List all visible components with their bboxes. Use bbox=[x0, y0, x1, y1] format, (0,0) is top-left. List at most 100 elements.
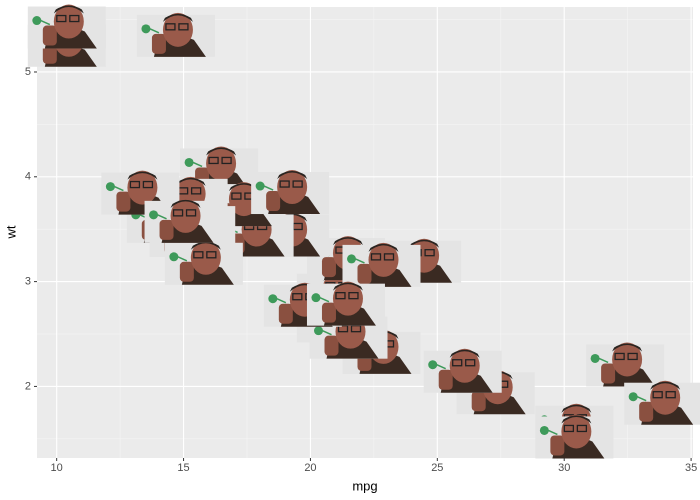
image-leaf bbox=[590, 353, 600, 363]
point-image bbox=[586, 342, 665, 387]
image-hand bbox=[266, 191, 281, 212]
y-tick-label: 2 bbox=[25, 380, 31, 392]
image-hand bbox=[438, 369, 453, 390]
image-hand bbox=[278, 303, 293, 324]
image-glasses bbox=[178, 23, 189, 31]
x-tick-label: 15 bbox=[177, 462, 189, 474]
x-tick-label: 20 bbox=[304, 462, 316, 474]
image-hand bbox=[159, 219, 174, 240]
point-image bbox=[136, 12, 215, 57]
x-tick-label: 25 bbox=[431, 462, 443, 474]
image-glasses bbox=[193, 251, 204, 259]
image-face bbox=[53, 4, 84, 39]
image-glasses bbox=[221, 156, 232, 165]
image-hand bbox=[550, 435, 565, 456]
image-glasses bbox=[652, 391, 663, 399]
image-hair bbox=[277, 171, 308, 180]
image-hair bbox=[332, 282, 363, 291]
image-leaf bbox=[346, 254, 356, 264]
image-glasses bbox=[383, 253, 395, 261]
image-hair bbox=[206, 147, 237, 156]
y-tick-label: 3 bbox=[25, 276, 31, 288]
image-face bbox=[561, 414, 592, 449]
image-stem bbox=[192, 161, 203, 168]
image-glasses bbox=[627, 352, 638, 361]
image-hair bbox=[332, 237, 363, 246]
point-image bbox=[535, 414, 614, 459]
x-tick-label: 30 bbox=[558, 462, 570, 474]
y-tick-label: 5 bbox=[25, 66, 31, 78]
point-image bbox=[144, 198, 223, 243]
image-face bbox=[127, 170, 158, 205]
image-glasses bbox=[56, 14, 67, 23]
image-stem bbox=[40, 19, 51, 26]
image-glasses bbox=[614, 352, 625, 361]
marks bbox=[27, 4, 700, 459]
image-glasses bbox=[206, 251, 217, 259]
y-tick-label: 4 bbox=[25, 171, 31, 183]
image-glasses bbox=[190, 187, 202, 195]
point-image bbox=[423, 348, 502, 393]
image-hand bbox=[639, 401, 654, 422]
image-hand bbox=[179, 261, 194, 282]
image-leaf bbox=[169, 252, 179, 262]
image-leaf bbox=[314, 326, 324, 336]
image-glasses bbox=[69, 14, 80, 23]
image-face bbox=[170, 198, 201, 233]
image-glasses bbox=[185, 209, 197, 217]
image-hair bbox=[170, 199, 201, 208]
image-hair bbox=[561, 415, 592, 424]
image-hair bbox=[612, 343, 643, 352]
point-image bbox=[251, 170, 330, 215]
image-leaf bbox=[311, 293, 321, 303]
image-stem bbox=[355, 258, 365, 264]
image-glasses bbox=[231, 192, 242, 200]
image-stem bbox=[149, 28, 160, 34]
x-axis-title: mpg bbox=[352, 478, 377, 493]
image-glasses bbox=[292, 293, 303, 301]
image-glasses bbox=[129, 180, 141, 189]
image-glasses bbox=[370, 253, 382, 261]
image-hair bbox=[368, 243, 399, 252]
image-hand bbox=[357, 263, 372, 284]
image-hair bbox=[650, 381, 681, 390]
image-hand bbox=[321, 302, 336, 323]
image-glasses bbox=[172, 209, 184, 217]
image-stem bbox=[548, 429, 558, 436]
image-face bbox=[650, 380, 681, 415]
image-face bbox=[277, 170, 308, 205]
image-face bbox=[190, 240, 221, 275]
image-glasses bbox=[337, 325, 349, 333]
image-leaf bbox=[268, 294, 278, 304]
image-leaf bbox=[428, 360, 438, 370]
image-stem bbox=[319, 296, 330, 303]
image-hair bbox=[561, 404, 592, 413]
image-glasses bbox=[165, 23, 176, 31]
point-image bbox=[164, 240, 243, 285]
image-hand bbox=[601, 363, 616, 384]
image-glasses bbox=[279, 180, 290, 188]
image-glasses bbox=[208, 156, 219, 165]
image-hand bbox=[151, 33, 166, 54]
image-glasses bbox=[452, 359, 463, 367]
point-image bbox=[101, 170, 180, 215]
image-face bbox=[162, 12, 193, 47]
image-stem bbox=[114, 185, 124, 192]
point-image bbox=[27, 4, 106, 49]
image-hair bbox=[127, 171, 158, 180]
image-face bbox=[206, 146, 237, 181]
image-leaf bbox=[32, 16, 42, 26]
image-hand bbox=[324, 335, 339, 356]
x-tick-label: 10 bbox=[51, 462, 63, 474]
image-stem bbox=[263, 185, 274, 191]
image-leaf bbox=[141, 24, 151, 34]
image-hair bbox=[53, 5, 84, 14]
image-hand bbox=[471, 391, 486, 412]
image-stem bbox=[157, 214, 167, 220]
image-glasses bbox=[563, 424, 575, 433]
image-hair bbox=[162, 13, 193, 22]
image-hand bbox=[116, 191, 131, 212]
image-face bbox=[368, 242, 399, 277]
